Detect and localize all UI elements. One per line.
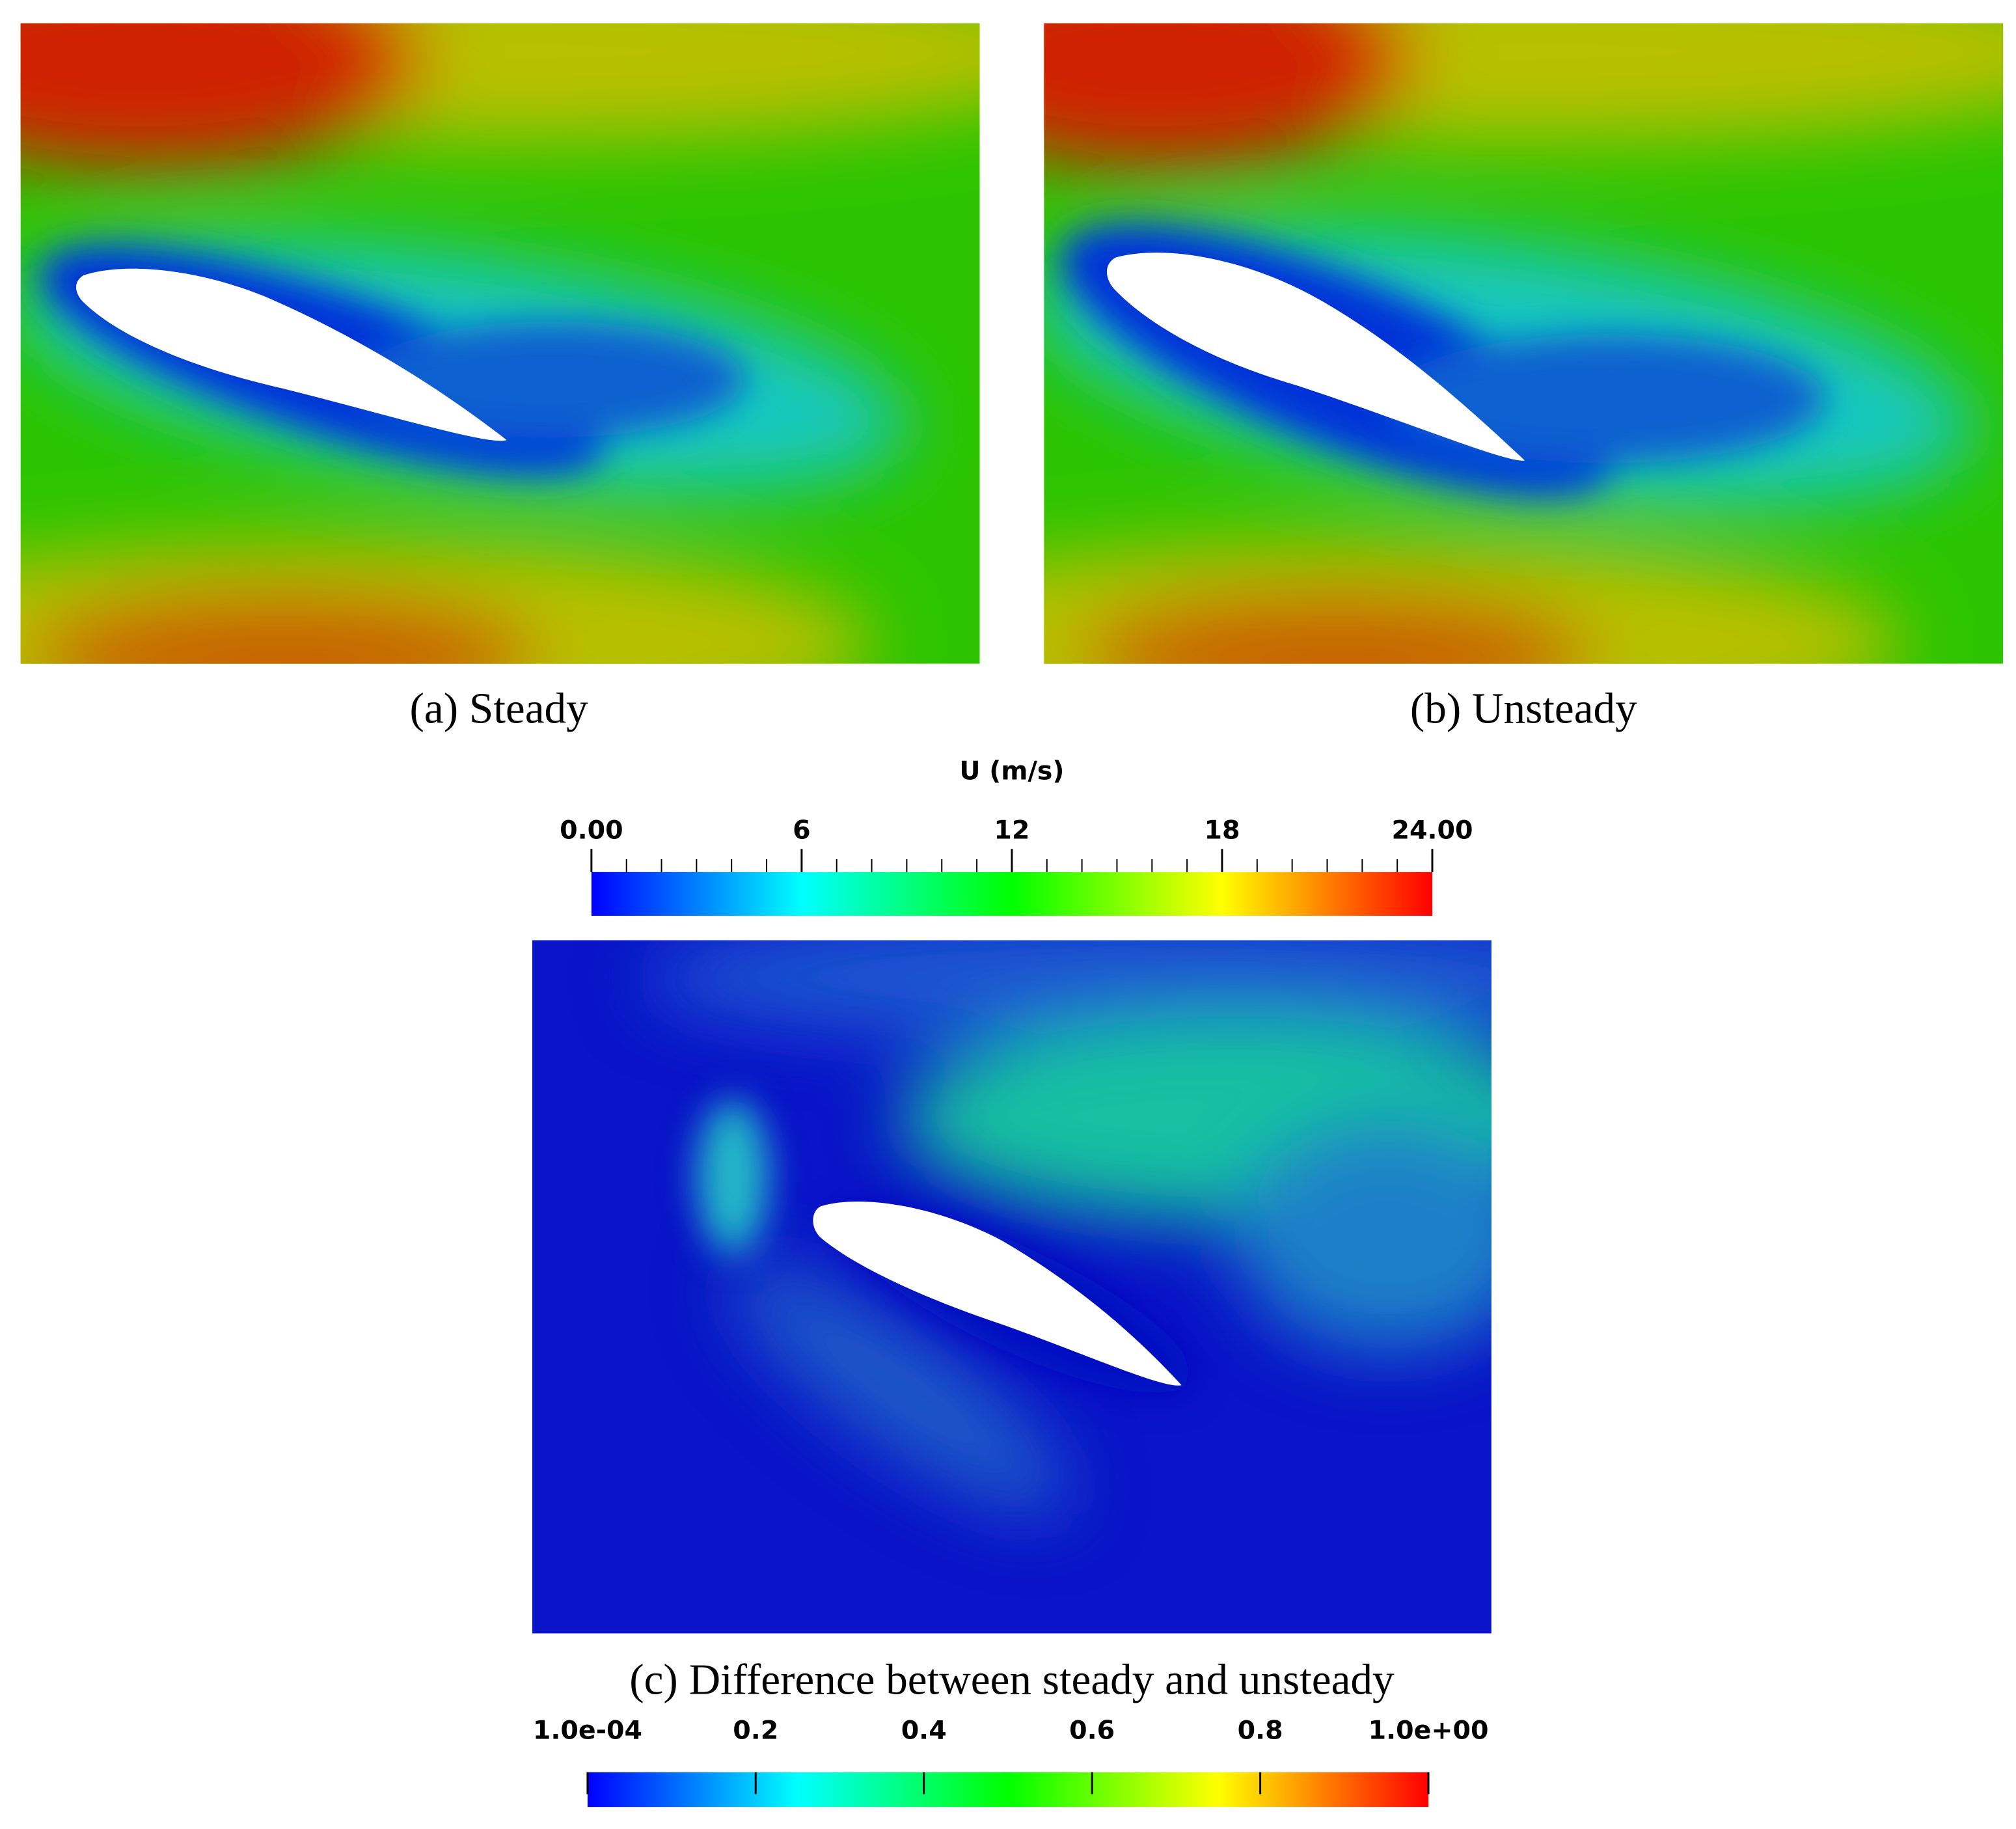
panel-label: (b) (1410, 684, 1461, 733)
tick-label: 0.6 (1069, 1715, 1115, 1745)
tick-label: 12 (994, 815, 1029, 845)
tick-label: 0.8 (1238, 1715, 1283, 1745)
tick-label: 1.0e-04 (533, 1715, 642, 1745)
tick-label: 0.4 (901, 1715, 947, 1745)
field-difference (532, 940, 1492, 1634)
panel-caption: Unsteady (1472, 684, 1637, 733)
colorbar-title: U (m/s) (959, 756, 1064, 786)
colorbar (591, 872, 1433, 916)
tick-label: 18 (1204, 815, 1240, 845)
tick-label: 0.00 (560, 815, 623, 845)
caption: (b) Unsteady (1410, 684, 1637, 733)
colorbar-ticks: 0.00 6 12 18 24.00 1.0e-04 0.2 0.4 0.6 0.8 1.0e+00 (533, 815, 1489, 1795)
colorbar (587, 1772, 1429, 1808)
tick-label: 1.0e+00 (1369, 1715, 1489, 1745)
tick-label: 0.2 (733, 1715, 778, 1745)
field-steady (20, 23, 980, 664)
panel-label: (c) (629, 1655, 678, 1703)
panel-caption: Difference between steady and unsteady (689, 1655, 1395, 1703)
tick-label: 24.00 (1392, 815, 1473, 845)
field-unsteady (1044, 23, 2004, 664)
caption: (c) Difference between steady and unstea… (629, 1655, 1395, 1703)
panel-label: (a) (410, 684, 459, 733)
tick-label: 6 (793, 815, 810, 845)
caption: (a) Steady (410, 684, 589, 733)
panel-caption: Steady (469, 684, 588, 733)
